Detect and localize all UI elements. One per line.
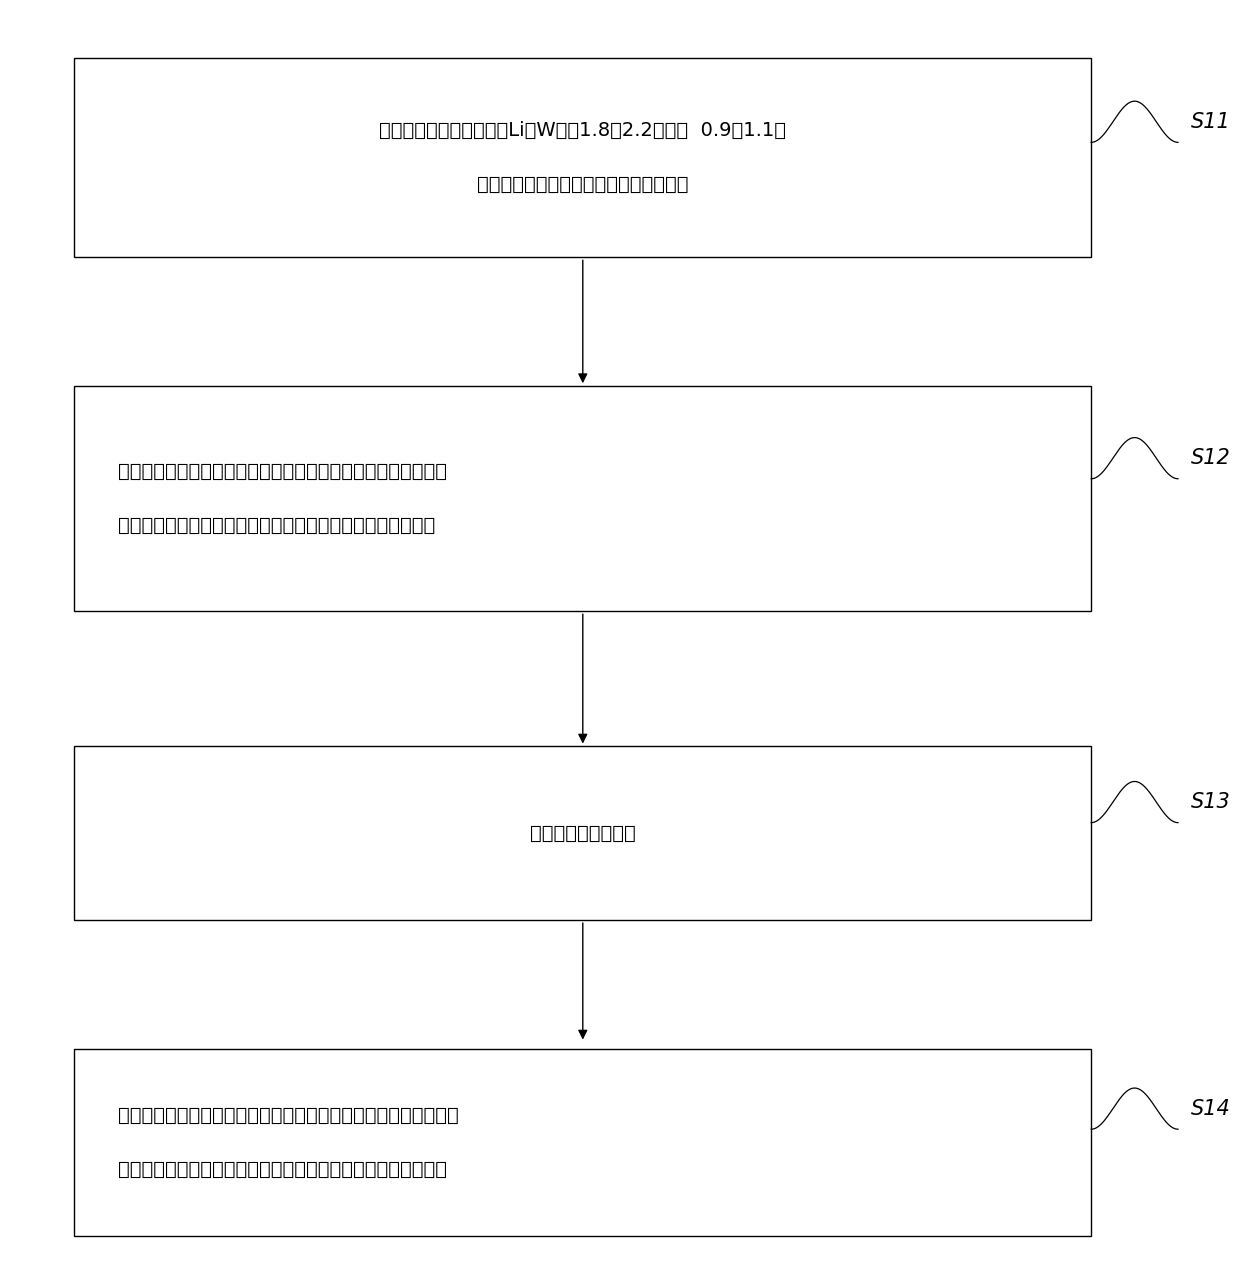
Bar (74, 58, 1091, 257)
Bar (74, 386, 1091, 611)
Text: 加入到去离子水中并搂拌，得到处理溶液: 加入到去离子水中并搂拌，得到处理溶液 (477, 175, 688, 194)
Bar (74, 1049, 1091, 1236)
Text: 将锂盐和鴨源按照摩尔比Li：W＝（1.8～2.2）：（  0.9～1.1）: 将锂盐和鴨源按照摩尔比Li：W＝（1.8～2.2）：（ 0.9～1.1） (379, 121, 786, 140)
Text: S13: S13 (1190, 792, 1230, 812)
Text: 将干燥后的中间产物在第二指定温度下、氧气气氛中进行烧结，并: 将干燥后的中间产物在第二指定温度下、氧气气氛中进行烧结，并 (118, 1106, 459, 1125)
Text: S11: S11 (1190, 112, 1230, 131)
Text: S14: S14 (1190, 1099, 1230, 1118)
Text: 将至少含有锶魈铝酸锂的正极材料加入到处理溶液中，并在第一: 将至少含有锶魈铝酸锂的正极材料加入到处理溶液中，并在第一 (118, 462, 446, 481)
Text: 将中间产物进行干燥: 将中间产物进行干燥 (529, 824, 636, 843)
Text: 冷却至温室，得到鴨酸锂包覆的至少含有锶魈铝酸锂的正极材料: 冷却至温室，得到鴨酸锂包覆的至少含有锶魈铝酸锂的正极材料 (118, 1160, 446, 1179)
Text: 指定温度下混合搂拌，直到去离子水完全蜢发，得到中间产物: 指定温度下混合搂拌，直到去离子水完全蜢发，得到中间产物 (118, 516, 435, 535)
Text: S12: S12 (1190, 448, 1230, 468)
Bar (74, 746, 1091, 920)
